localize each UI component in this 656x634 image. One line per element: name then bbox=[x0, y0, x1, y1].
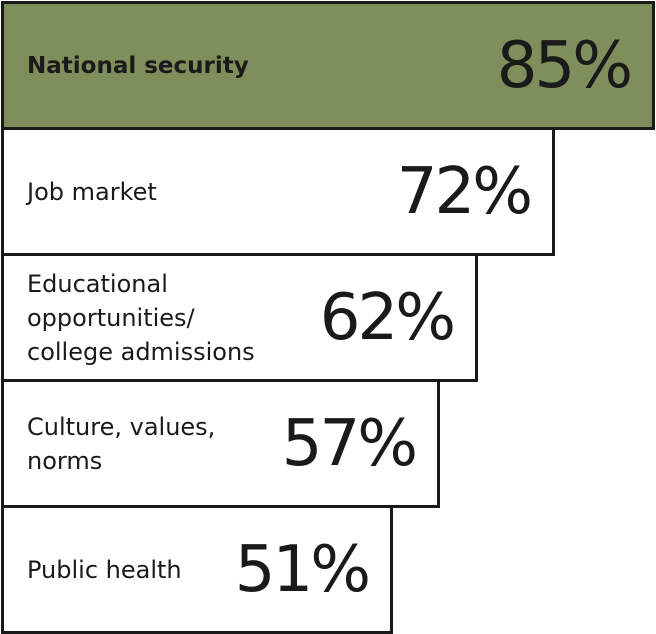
bar-value-label: 51% bbox=[234, 532, 371, 607]
bar-value-label: 85% bbox=[496, 28, 633, 103]
bar-label: National security bbox=[27, 52, 249, 79]
bar-job-market: Job market 72% bbox=[1, 127, 555, 256]
bar-value-label: 62% bbox=[319, 280, 456, 355]
bar-label: Educational opportunities/ college admis… bbox=[27, 269, 255, 366]
bar-value-label: 57% bbox=[281, 406, 418, 481]
bar-culture-values-norms: Culture, values, norms 57% bbox=[1, 379, 440, 508]
bar-educational-opportunities: Educational opportunities/ college admis… bbox=[1, 253, 478, 382]
bar-label: Job market bbox=[27, 177, 157, 206]
bar-national-security: National security 85% bbox=[1, 1, 655, 130]
bar-label: Public health bbox=[27, 555, 182, 584]
bar-value-label: 72% bbox=[396, 154, 533, 229]
bar-public-health: Public health 51% bbox=[1, 505, 393, 634]
bar-label: Culture, values, norms bbox=[27, 412, 216, 475]
